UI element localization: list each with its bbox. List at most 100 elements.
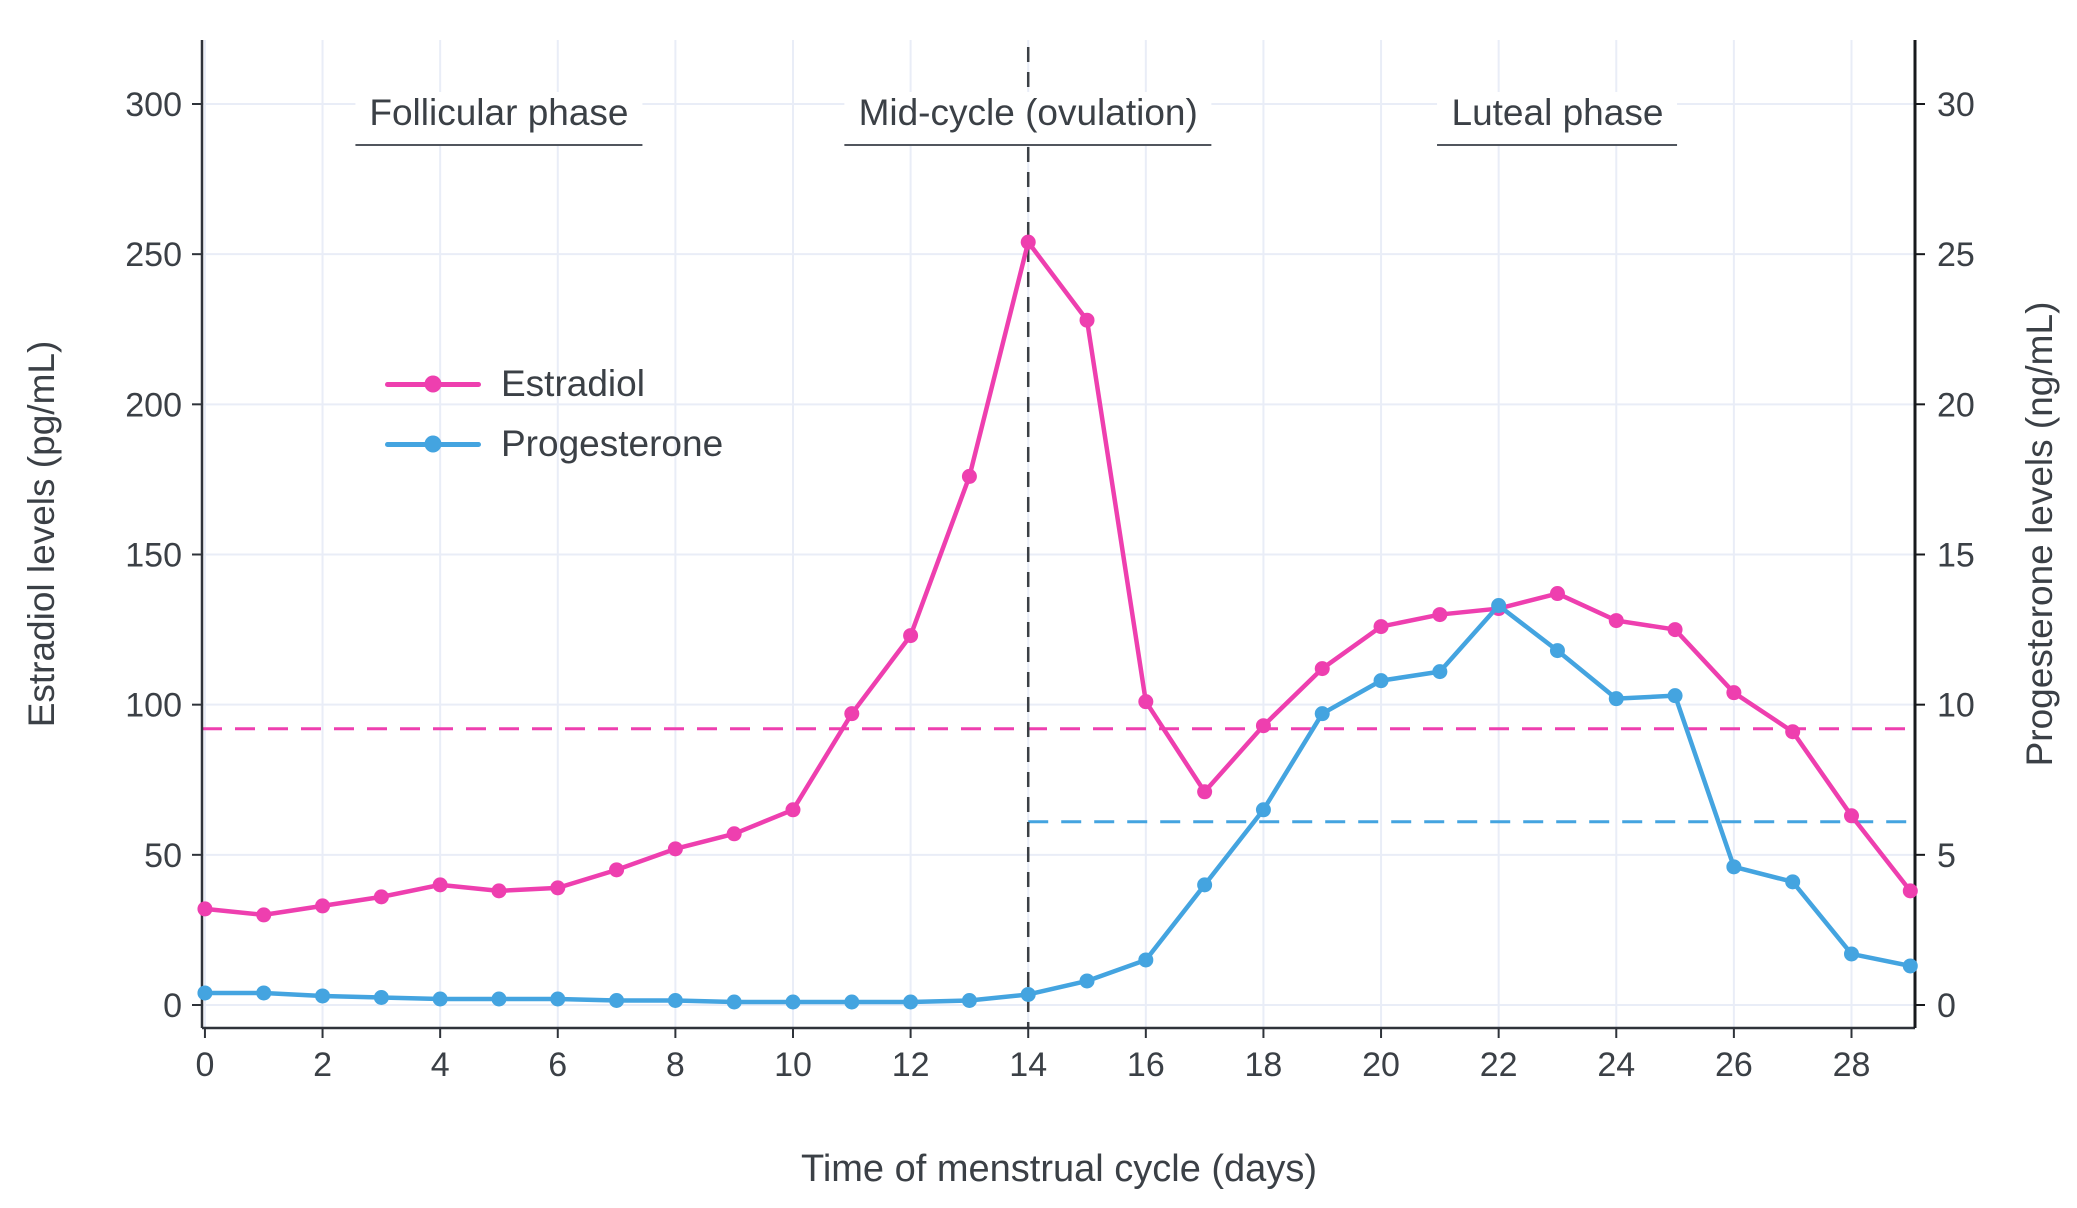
svg-text:6: 6	[548, 1046, 567, 1084]
phase-label-midcycle-ovulation: Mid-cycle (ovulation)	[844, 92, 1212, 146]
estradiol-marker-icon	[424, 375, 442, 393]
progesterone-marker	[550, 991, 566, 1007]
progesterone-marker	[1373, 673, 1389, 689]
legend: Estradiol Progesterone	[385, 354, 723, 474]
x-axis-title: Time of menstrual cycle (days)	[801, 1148, 1317, 1190]
estradiol-marker	[1314, 661, 1330, 677]
svg-text:20: 20	[1937, 386, 1975, 424]
progesterone-marker	[1726, 859, 1742, 875]
estradiol-marker	[491, 883, 507, 899]
progesterone-marker	[961, 992, 977, 1008]
progesterone-marker-icon	[424, 435, 442, 453]
svg-text:8: 8	[666, 1046, 685, 1084]
phase-label-follicular: Follicular phase	[355, 92, 643, 146]
progesterone-marker	[1902, 958, 1918, 974]
progesterone-marker	[197, 985, 213, 1001]
progesterone-marker	[726, 994, 742, 1010]
progesterone-marker	[1667, 688, 1683, 704]
svg-text:250: 250	[125, 236, 182, 274]
svg-text:300: 300	[125, 86, 182, 124]
svg-text:200: 200	[125, 386, 182, 424]
right-axis-title: Progesterone levels (ng/mL)	[2019, 301, 2060, 767]
svg-text:20: 20	[1362, 1046, 1400, 1084]
svg-text:10: 10	[774, 1046, 812, 1084]
svg-text:2: 2	[313, 1046, 332, 1084]
estradiol-marker	[1197, 784, 1213, 800]
progesterone-marker	[1314, 706, 1330, 722]
svg-text:15: 15	[1937, 537, 1975, 575]
estradiol-marker	[550, 880, 566, 896]
progesterone-line	[202, 603, 1913, 1005]
estradiol-marker	[785, 802, 801, 818]
estradiol-marker	[609, 862, 625, 878]
legend-item-progesterone: Progesterone	[385, 414, 723, 474]
estradiol-marker	[315, 898, 331, 914]
svg-text:0: 0	[1937, 987, 1956, 1025]
svg-text:0: 0	[163, 987, 182, 1025]
estradiol-marker	[1138, 694, 1154, 710]
estradiol-marker	[667, 841, 683, 857]
progesterone-marker	[667, 992, 683, 1008]
progesterone-line-swatch	[385, 435, 481, 453]
estradiol-marker	[1726, 685, 1742, 701]
svg-text:100: 100	[125, 687, 182, 725]
estradiol-line-swatch	[385, 375, 481, 393]
phase-label-luteal: Luteal phase	[1437, 92, 1678, 146]
svg-text:26: 26	[1715, 1046, 1753, 1084]
svg-text:12: 12	[892, 1046, 930, 1084]
legend-label-progesterone: Progesterone	[501, 423, 724, 464]
progesterone-marker	[1549, 643, 1565, 659]
estradiol-marker	[1902, 883, 1918, 899]
estradiol-marker	[197, 901, 213, 917]
estradiol-marker	[1549, 586, 1565, 602]
progesterone-marker	[1255, 802, 1271, 818]
svg-text:30: 30	[1937, 86, 1975, 124]
progesterone-marker	[315, 988, 331, 1004]
estradiol-marker	[961, 468, 977, 484]
estradiol-marker	[726, 826, 742, 842]
progesterone-marker	[844, 994, 860, 1010]
progesterone-marker	[1785, 874, 1801, 890]
svg-text:150: 150	[125, 537, 182, 575]
estradiol-marker	[256, 907, 272, 923]
estradiol-marker	[1020, 234, 1036, 250]
progesterone-marker	[609, 992, 625, 1008]
estradiol-marker	[1667, 622, 1683, 638]
legend-item-estradiol: Estradiol	[385, 354, 723, 414]
progesterone-marker	[1491, 598, 1507, 614]
progesterone-marker	[1843, 946, 1859, 962]
progesterone-marker	[1432, 664, 1448, 680]
svg-text:4: 4	[431, 1046, 450, 1084]
progesterone-marker	[432, 991, 448, 1007]
estradiol-marker	[1079, 312, 1095, 328]
estradiol-marker	[1255, 718, 1271, 734]
estradiol-marker	[373, 889, 389, 905]
progesterone-marker	[903, 994, 919, 1010]
progesterone-marker	[256, 985, 272, 1001]
estradiol-marker	[1608, 613, 1624, 629]
estradiol-marker	[1373, 619, 1389, 635]
svg-text:22: 22	[1480, 1046, 1518, 1084]
svg-text:28: 28	[1833, 1046, 1871, 1084]
svg-text:10: 10	[1937, 687, 1975, 725]
left-axis-title: Estradiol levels (pg/mL)	[21, 340, 62, 728]
progesterone-marker	[1197, 877, 1213, 893]
progesterone-marker	[373, 989, 389, 1005]
estradiol-line	[202, 239, 1913, 918]
progesterone-marker	[1608, 691, 1624, 707]
estradiol-marker	[1843, 808, 1859, 824]
svg-text:14: 14	[1009, 1046, 1047, 1084]
svg-text:0: 0	[195, 1046, 214, 1084]
svg-text:5: 5	[1937, 837, 1956, 875]
estradiol-marker	[844, 706, 860, 722]
estradiol-marker	[903, 628, 919, 644]
svg-text:24: 24	[1597, 1046, 1635, 1084]
estradiol-marker	[432, 877, 448, 893]
progesterone-marker	[1138, 952, 1154, 968]
progesterone-marker	[1079, 973, 1095, 989]
progesterone-marker	[785, 994, 801, 1010]
progesterone-marker	[1020, 986, 1036, 1002]
estradiol-marker	[1432, 607, 1448, 623]
svg-text:18: 18	[1245, 1046, 1283, 1084]
